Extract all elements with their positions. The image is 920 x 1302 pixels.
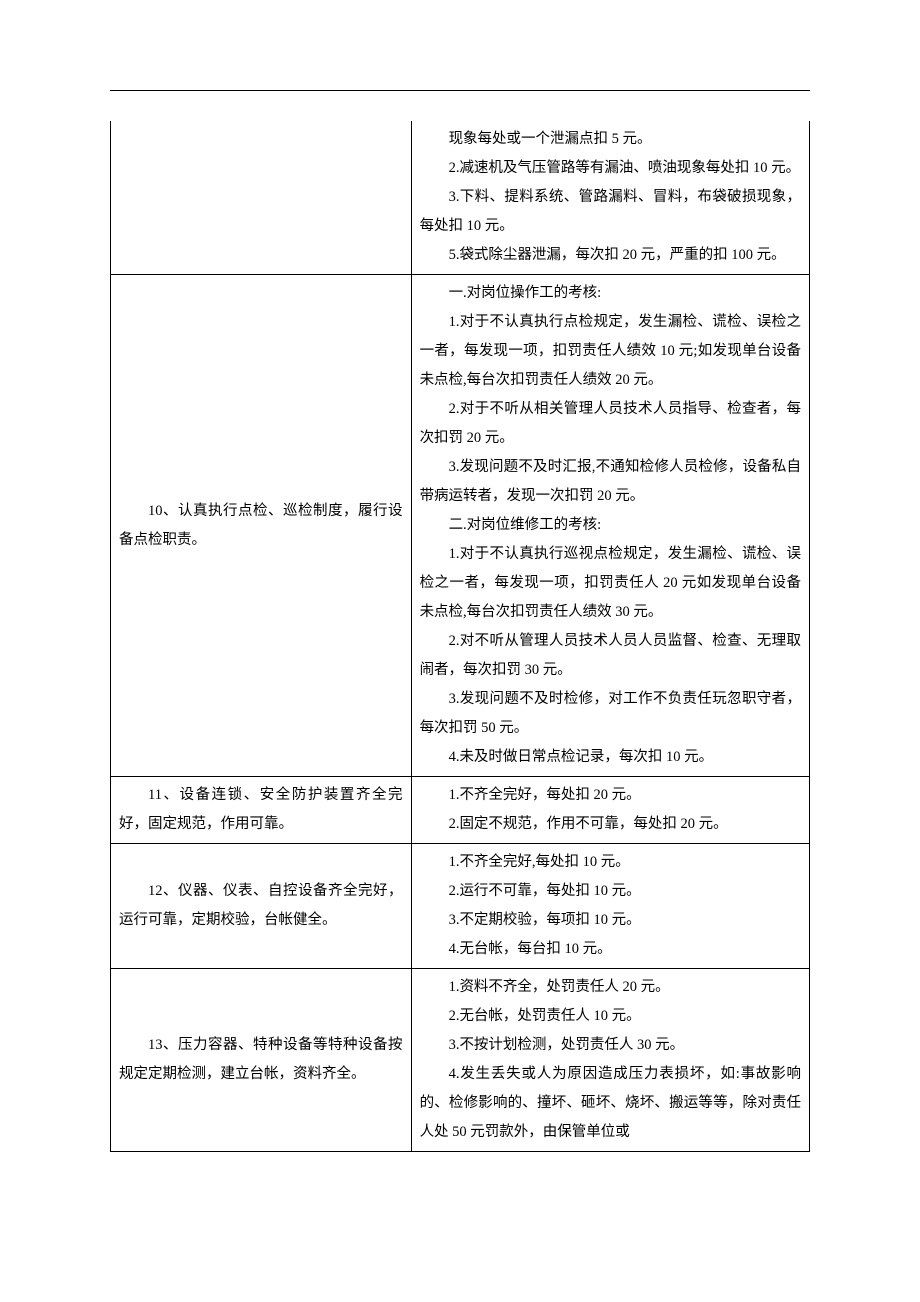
header-divider: [110, 90, 810, 91]
requirement-cell: 10、认真执行点检、巡检制度，履行设备点检职责。: [111, 275, 412, 777]
penalty-text: 一.对岗位操作工的考核:: [420, 279, 801, 308]
table-row: 12、仪器、仪表、自控设备齐全完好，运行可靠，定期校验，台帐健全。1.不齐全完好…: [111, 844, 810, 969]
penalty-text: 5.袋式除尘器泄漏，每次扣 20 元，严重的扣 100 元。: [420, 241, 801, 270]
penalty-text: 1.不齐全完好,每处扣 10 元。: [420, 848, 801, 877]
penalty-text: 3.下料、提料系统、管路漏料、冒料，布袋破损现象，每处扣 10 元。: [420, 183, 801, 241]
requirement-text: 10、认真执行点检、巡检制度，履行设备点检职责。: [119, 497, 403, 555]
requirement-cell: 11、设备连锁、安全防护装置齐全完好，固定规范，作用可靠。: [111, 777, 412, 844]
penalty-text: 1.对于不认真执行点检规定，发生漏检、谎检、误检之一者，每发现一项，扣罚责任人绩…: [420, 308, 801, 395]
penalty-cell: 一.对岗位操作工的考核:1.对于不认真执行点检规定，发生漏检、谎检、误检之一者，…: [411, 275, 809, 777]
penalty-text: 3.发现问题不及时汇报,不通知检修人员检修，设备私自带病运转者，发现一次扣罚 2…: [420, 453, 801, 511]
penalty-text: 2.对不听从管理人员技术人员人员监督、检查、无理取闹者，每次扣罚 30 元。: [420, 627, 801, 685]
table-row: 13、压力容器、特种设备等特种设备按规定定期检测，建立台帐，资料齐全。1.资料不…: [111, 969, 810, 1152]
penalty-text: 3.不按计划检测，处罚责任人 30 元。: [420, 1031, 801, 1060]
requirement-text: 13、压力容器、特种设备等特种设备按规定定期检测，建立台帐，资料齐全。: [119, 1031, 403, 1089]
penalty-cell: 1.资料不齐全，处罚责任人 20 元。2.无台帐，处罚责任人 10 元。3.不按…: [411, 969, 809, 1152]
penalty-text: 1.资料不齐全，处罚责任人 20 元。: [420, 973, 801, 1002]
penalty-text: 4.无台帐，每台扣 10 元。: [420, 935, 801, 964]
penalty-cell: 现象每处或一个泄漏点扣 5 元。2.减速机及气压管路等有漏油、喷油现象每处扣 1…: [411, 121, 809, 275]
penalty-text: 1.不齐全完好，每处扣 20 元。: [420, 781, 801, 810]
requirement-cell: 12、仪器、仪表、自控设备齐全完好，运行可靠，定期校验，台帐健全。: [111, 844, 412, 969]
table-row: 10、认真执行点检、巡检制度，履行设备点检职责。一.对岗位操作工的考核:1.对于…: [111, 275, 810, 777]
table-row: 11、设备连锁、安全防护装置齐全完好，固定规范，作用可靠。1.不齐全完好，每处扣…: [111, 777, 810, 844]
penalty-cell: 1.不齐全完好，每处扣 20 元。2.固定不规范，作用不可靠，每处扣 20 元。: [411, 777, 809, 844]
penalty-text: 现象每处或一个泄漏点扣 5 元。: [420, 125, 801, 154]
penalty-text: 2.减速机及气压管路等有漏油、喷油现象每处扣 10 元。: [420, 154, 801, 183]
penalty-cell: 1.不齐全完好,每处扣 10 元。2.运行不可靠，每处扣 10 元。3.不定期校…: [411, 844, 809, 969]
penalty-text: 3.发现问题不及时检修，对工作不负责任玩忽职守者，每次扣罚 50 元。: [420, 685, 801, 743]
penalty-text: 3.不定期校验，每项扣 10 元。: [420, 906, 801, 935]
requirement-cell: 13、压力容器、特种设备等特种设备按规定定期检测，建立台帐，资料齐全。: [111, 969, 412, 1152]
penalty-text: 2.无台帐，处罚责任人 10 元。: [420, 1002, 801, 1031]
requirement-text: 11、设备连锁、安全防护装置齐全完好，固定规范，作用可靠。: [119, 781, 403, 839]
penalty-text: 1.对于不认真执行巡视点检规定，发生漏检、谎检、误检之一者，每发现一项，扣罚责任…: [420, 540, 801, 627]
penalty-text: 2.运行不可靠，每处扣 10 元。: [420, 877, 801, 906]
penalty-text: 2.固定不规范，作用不可靠，每处扣 20 元。: [420, 810, 801, 839]
penalty-text: 4.发生丢失或人为原因造成压力表损坏，如:事故影响的、检修影响的、撞坏、砸坏、烧…: [420, 1060, 801, 1147]
requirement-text: 12、仪器、仪表、自控设备齐全完好，运行可靠，定期校验，台帐健全。: [119, 877, 403, 935]
penalty-text: 4.未及时做日常点检记录，每次扣 10 元。: [420, 743, 801, 772]
regulation-table: 现象每处或一个泄漏点扣 5 元。2.减速机及气压管路等有漏油、喷油现象每处扣 1…: [110, 121, 810, 1152]
penalty-text: 2.对于不听从相关管理人员技术人员指导、检查者，每次扣罚 20 元。: [420, 395, 801, 453]
table-row: 现象每处或一个泄漏点扣 5 元。2.减速机及气压管路等有漏油、喷油现象每处扣 1…: [111, 121, 810, 275]
requirement-cell: [111, 121, 412, 275]
penalty-text: 二.对岗位维修工的考核:: [420, 511, 801, 540]
